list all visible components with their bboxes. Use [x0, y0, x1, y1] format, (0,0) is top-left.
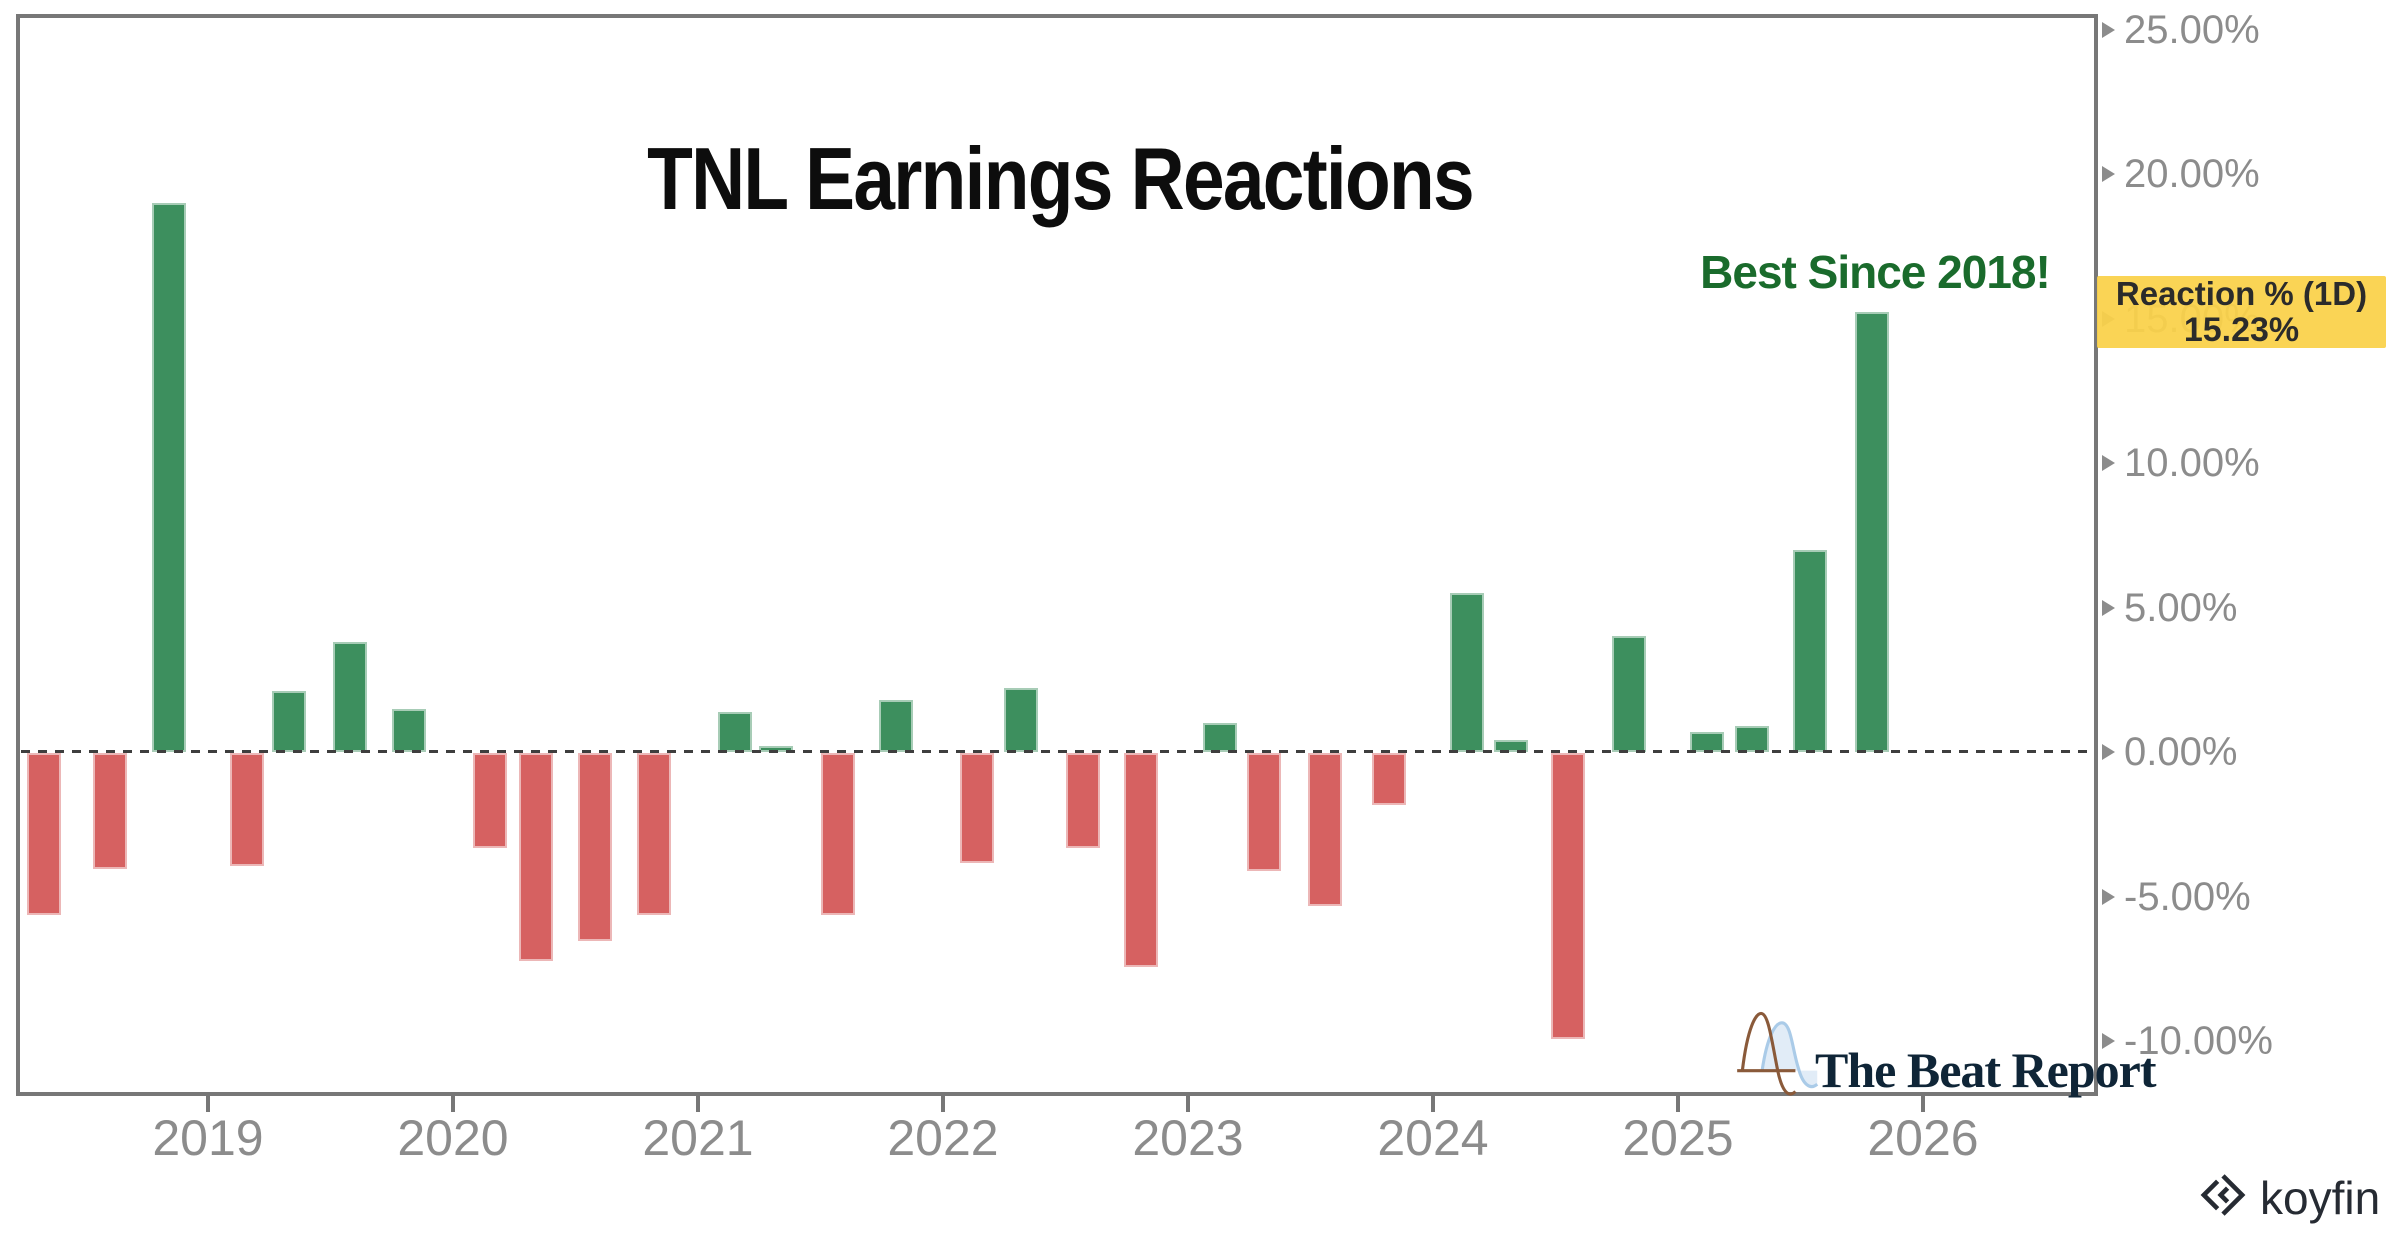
plot-area-border [16, 14, 2098, 1096]
x-tick-mark [206, 1096, 210, 1112]
y-tick-label: 10.00% [2124, 441, 2260, 485]
koyfin-watermark: koyfin [2200, 1172, 2380, 1223]
best-since-annotation: Best Since 2018! [1700, 246, 2051, 298]
y-tick-label: 20.00% [2124, 152, 2260, 196]
y-tick-label: 25.00% [2124, 7, 2260, 52]
x-tick-label: 2022 [887, 1110, 999, 1166]
bar [230, 753, 265, 866]
y-tick-label: 0.00% [2124, 730, 2238, 774]
koyfin-diamond-icon [2200, 1172, 2246, 1223]
bar [820, 753, 855, 915]
bar [1550, 753, 1585, 1040]
x-tick-label: 2023 [1132, 1110, 1244, 1166]
x-tick-label: 2019 [152, 1110, 264, 1166]
y-tick-arrow [2102, 1033, 2115, 1049]
bar [472, 753, 507, 849]
bar [391, 708, 426, 752]
bar [636, 753, 671, 915]
bar [1793, 549, 1828, 752]
bar [1202, 723, 1237, 752]
y-tick-arrow [2102, 744, 2115, 760]
zero-dotted-line [21, 750, 2095, 753]
koyfin-wordmark: koyfin [2260, 1171, 2381, 1224]
x-tick-label: 2024 [1377, 1110, 1489, 1166]
x-tick-mark [1921, 1096, 1925, 1112]
x-tick-label: 2021 [642, 1110, 754, 1166]
x-tick-label: 2026 [1867, 1110, 1979, 1166]
bar [1124, 753, 1159, 967]
beat-report-watermark: The Beat Report [1733, 1008, 2156, 1105]
callout-series-label: Reaction % (1D) [2115, 275, 2368, 312]
bar [26, 753, 61, 915]
bar [1246, 753, 1281, 872]
x-tick-label: 2025 [1622, 1110, 1734, 1166]
x-tick-mark [451, 1096, 455, 1112]
bar [151, 202, 186, 752]
x-tick-mark [696, 1096, 700, 1112]
x-tick-mark [1431, 1096, 1435, 1112]
bar [1612, 636, 1646, 752]
bar [1004, 688, 1039, 752]
x-tick-mark [941, 1096, 945, 1112]
bar [1690, 731, 1725, 752]
beat-report-wordmark: The Beat Report [1815, 1042, 2156, 1098]
bar [1734, 725, 1769, 752]
bar [1450, 593, 1485, 752]
reaction-callout-badge: Reaction % (1D) 15.23% [2097, 276, 2386, 348]
y-tick-arrow [2102, 455, 2115, 471]
bar [1854, 311, 1889, 752]
bar [1371, 753, 1406, 806]
bar [519, 753, 554, 962]
bar [93, 753, 127, 869]
bar [879, 699, 914, 752]
y-tick-label: -10.00% [2124, 1019, 2273, 1063]
bar [271, 691, 306, 752]
y-tick-arrow [2102, 599, 2115, 616]
bar [1065, 753, 1100, 849]
x-tick-mark [1676, 1096, 1680, 1112]
chart-title: TNL Earnings Reactions [647, 129, 1474, 228]
y-tick-arrow [2102, 888, 2115, 905]
bar [333, 642, 368, 752]
bar [1308, 753, 1343, 907]
y-tick-arrow [2102, 21, 2115, 38]
y-tick-arrow [2102, 166, 2115, 182]
x-tick-mark [1186, 1096, 1190, 1112]
callout-value: 15.23% [2183, 311, 2300, 349]
beat-report-waveform-icon [1733, 1008, 1837, 1105]
y-tick-label: -5.00% [2124, 874, 2251, 919]
bar [578, 753, 613, 941]
y-tick-label: 5.00% [2124, 585, 2238, 630]
bar [717, 711, 752, 752]
x-tick-label: 2020 [397, 1110, 509, 1166]
bar [960, 753, 995, 863]
